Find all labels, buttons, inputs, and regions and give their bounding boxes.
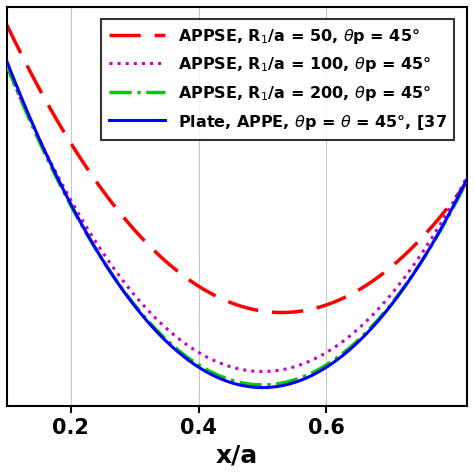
APPSE, R$_1$/a = 100, $\theta$p = 45° bbox=[312, 356, 318, 362]
APPSE, R$_1$/a = 100, $\theta$p = 45° bbox=[4, 64, 10, 70]
Line: APPSE, R$_1$/a = 100, $\theta$p = 45°: APPSE, R$_1$/a = 100, $\theta$p = 45° bbox=[7, 67, 467, 372]
APPSE, R$_1$/a = 50, $\theta$p = 45° bbox=[275, 310, 281, 315]
X-axis label: x/a: x/a bbox=[216, 443, 258, 467]
Line: APPSE, R$_1$/a = 50, $\theta$p = 45°: APPSE, R$_1$/a = 50, $\theta$p = 45° bbox=[7, 25, 467, 312]
APPSE, R$_1$/a = 100, $\theta$p = 45° bbox=[276, 367, 282, 373]
APPSE, R$_1$/a = 50, $\theta$p = 45° bbox=[85, 167, 91, 173]
APPSE, R$_1$/a = 100, $\theta$p = 45° bbox=[351, 329, 357, 335]
Plate, APPE, $\theta$p = $\theta$ = 45°, [37 bbox=[85, 233, 91, 239]
APPSE, R$_1$/a = 100, $\theta$p = 45° bbox=[464, 174, 470, 180]
Legend: APPSE, R$_1$/a = 50, $\theta$p = 45°, APPSE, R$_1$/a = 100, $\theta$p = 45°, APP: APPSE, R$_1$/a = 50, $\theta$p = 45°, AP… bbox=[101, 19, 455, 140]
APPSE, R$_1$/a = 100, $\theta$p = 45° bbox=[212, 358, 218, 364]
APPSE, R$_1$/a = 50, $\theta$p = 45° bbox=[312, 305, 318, 311]
Plate, APPE, $\theta$p = $\theta$ = 45°, [37 bbox=[260, 385, 265, 391]
APPSE, R$_1$/a = 200, $\theta$p = 45° bbox=[276, 381, 282, 386]
Plate, APPE, $\theta$p = $\theta$ = 45°, [37 bbox=[276, 383, 282, 389]
Line: APPSE, R$_1$/a = 200, $\theta$p = 45°: APPSE, R$_1$/a = 200, $\theta$p = 45° bbox=[7, 66, 467, 385]
Plate, APPE, $\theta$p = $\theta$ = 45°, [37 bbox=[351, 343, 357, 348]
APPSE, R$_1$/a = 200, $\theta$p = 45° bbox=[85, 234, 91, 239]
Plate, APPE, $\theta$p = $\theta$ = 45°, [37 bbox=[212, 374, 218, 379]
Plate, APPE, $\theta$p = $\theta$ = 45°, [37 bbox=[122, 291, 128, 296]
Plate, APPE, $\theta$p = $\theta$ = 45°, [37 bbox=[464, 176, 470, 182]
APPSE, R$_1$/a = 200, $\theta$p = 45° bbox=[351, 341, 357, 347]
APPSE, R$_1$/a = 100, $\theta$p = 45° bbox=[260, 369, 265, 374]
APPSE, R$_1$/a = 200, $\theta$p = 45° bbox=[212, 371, 218, 377]
APPSE, R$_1$/a = 200, $\theta$p = 45° bbox=[312, 369, 318, 374]
APPSE, R$_1$/a = 200, $\theta$p = 45° bbox=[122, 290, 128, 296]
Line: Plate, APPE, $\theta$p = $\theta$ = 45°, [37: Plate, APPE, $\theta$p = $\theta$ = 45°,… bbox=[7, 62, 467, 388]
Plate, APPE, $\theta$p = $\theta$ = 45°, [37 bbox=[312, 371, 318, 377]
APPSE, R$_1$/a = 200, $\theta$p = 45° bbox=[4, 63, 10, 69]
APPSE, R$_1$/a = 50, $\theta$p = 45° bbox=[279, 310, 285, 315]
APPSE, R$_1$/a = 50, $\theta$p = 45° bbox=[351, 290, 357, 295]
APPSE, R$_1$/a = 50, $\theta$p = 45° bbox=[212, 293, 218, 299]
APPSE, R$_1$/a = 200, $\theta$p = 45° bbox=[464, 178, 470, 183]
APPSE, R$_1$/a = 50, $\theta$p = 45° bbox=[122, 217, 128, 222]
Plate, APPE, $\theta$p = $\theta$ = 45°, [37 bbox=[4, 59, 10, 64]
APPSE, R$_1$/a = 100, $\theta$p = 45° bbox=[85, 227, 91, 233]
APPSE, R$_1$/a = 100, $\theta$p = 45° bbox=[122, 281, 128, 286]
APPSE, R$_1$/a = 50, $\theta$p = 45° bbox=[4, 22, 10, 28]
APPSE, R$_1$/a = 200, $\theta$p = 45° bbox=[260, 382, 265, 388]
APPSE, R$_1$/a = 50, $\theta$p = 45° bbox=[464, 179, 470, 184]
